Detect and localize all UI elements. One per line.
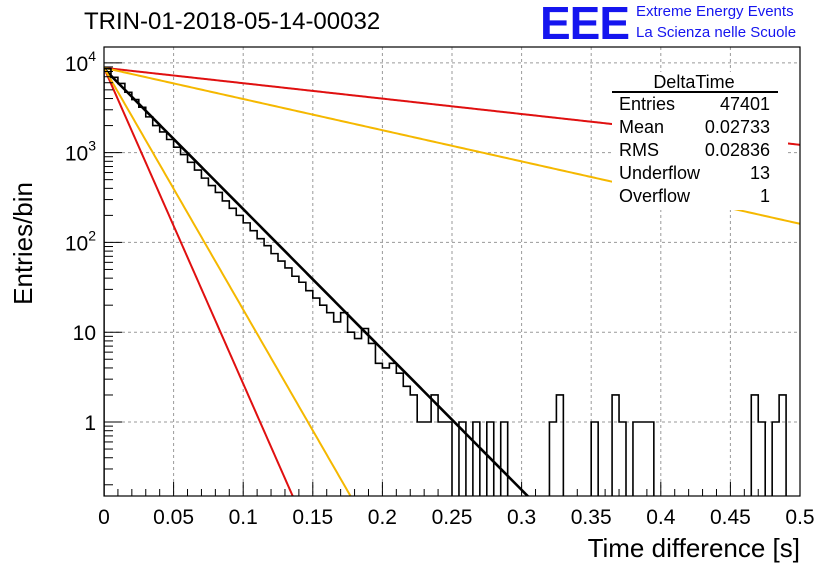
stats-label-rms: RMS	[619, 140, 659, 160]
y-tick-label-exponent: 4	[88, 48, 96, 64]
stats-label-underflow: Underflow	[619, 163, 701, 183]
y-tick-label: 103	[65, 138, 96, 166]
fit-curve-3	[104, 67, 352, 496]
x-tick-label: 0.45	[710, 506, 751, 529]
stats-box-title: DeltaTime	[653, 72, 734, 92]
x-tick-label: 0.15	[292, 506, 333, 529]
stats-box: DeltaTime Entries 47401 Mean 0.02733 RMS…	[612, 72, 788, 210]
stats-value-entries: 47401	[720, 94, 770, 114]
axis-ticks	[103, 62, 801, 496]
x-tick-label: 0.3	[507, 506, 536, 529]
stats-value-overflow: 1	[760, 186, 770, 206]
y-tick-label-exponent: 2	[88, 227, 96, 243]
y-tick-label: 10	[73, 322, 96, 345]
y-tick-label: 104	[65, 48, 96, 76]
fit-curve-1	[104, 67, 294, 496]
stats-value-mean: 0.02733	[705, 117, 770, 137]
y-tick-label-exponent: 3	[88, 138, 96, 154]
histogram-steps	[104, 67, 787, 496]
x-tick-label: 0.35	[571, 506, 612, 529]
stats-value-rms: 0.02836	[705, 140, 770, 160]
y-tick-label-base: 10	[65, 143, 88, 166]
fit-curve-0	[104, 67, 530, 496]
histogram	[104, 67, 787, 496]
stats-label-mean: Mean	[619, 117, 664, 137]
x-tick-label: 0	[98, 506, 110, 529]
y-tick-label-base: 10	[65, 232, 88, 255]
x-tick-label: 0.1	[229, 506, 258, 529]
x-tick-label: 0.5	[785, 506, 814, 529]
chart-title: TRIN-01-2018-05-14-00032	[84, 8, 381, 35]
y-tick-label: 1	[84, 412, 96, 435]
y-tick-label-base: 10	[65, 53, 88, 76]
stats-value-underflow: 13	[750, 163, 770, 183]
x-tick-label: 0.25	[432, 506, 473, 529]
stats-label-entries: Entries	[619, 94, 675, 114]
x-tick-label: 0.05	[153, 506, 194, 529]
x-tick-label: 0.2	[368, 506, 397, 529]
stats-box-background	[612, 72, 788, 210]
x-axis-label: Time difference [s]	[588, 533, 800, 563]
x-tick-label: 0.4	[646, 506, 676, 529]
y-axis-label: Entries/bin	[8, 182, 38, 305]
y-tick-label: 102	[65, 227, 96, 255]
stats-label-overflow: Overflow	[619, 186, 691, 206]
logo-line-2: La Scienza nelle Scuole	[636, 24, 797, 41]
tick-labels: 0 0.05 0.1 0.15 0.2 0.25 0.3 0.35 0.4 0.45 0.51101…	[65, 48, 815, 529]
logo-line-1: Extreme Energy Events	[636, 3, 794, 20]
eee-logo: EEE	[540, 0, 630, 49]
